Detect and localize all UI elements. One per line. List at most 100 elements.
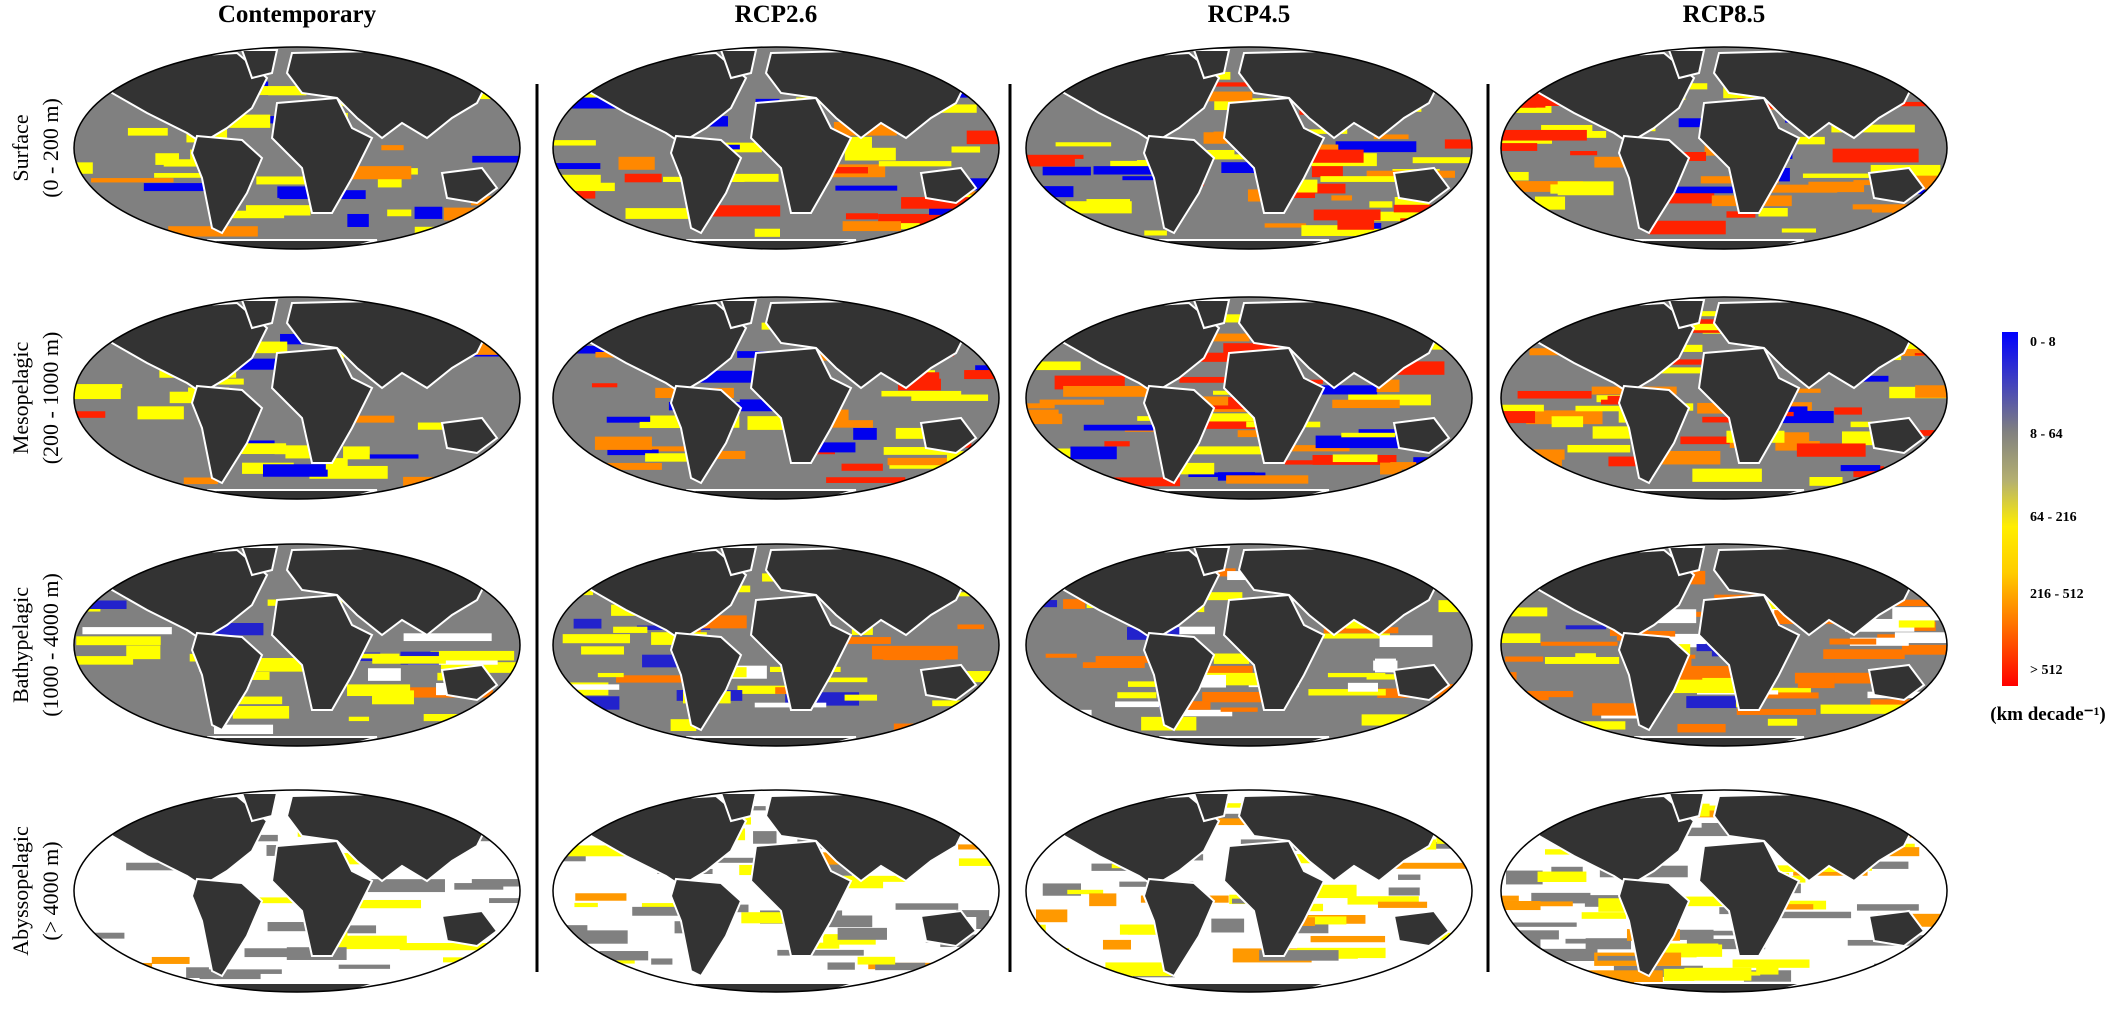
ocean-patch [1829, 638, 1877, 645]
ocean-patch [1393, 204, 1443, 213]
ocean-patch [1308, 689, 1386, 696]
ocean-patch [1501, 895, 1519, 901]
ocean-patch [1415, 716, 1472, 731]
ocean-patch [91, 178, 174, 183]
ocean-patch [244, 948, 314, 958]
ocean-patch [1856, 904, 1919, 911]
ocean-patch [1177, 709, 1233, 717]
ocean-patch [79, 724, 154, 735]
ocean-patch [949, 58, 979, 67]
ocean-patch [1677, 827, 1730, 837]
ocean-patch [351, 653, 400, 659]
ocean-patch [1504, 171, 1529, 181]
ocean-patch [737, 685, 808, 694]
ocean-patch [503, 478, 520, 488]
ocean-patch [1438, 600, 1462, 613]
ocean-patch [1870, 699, 1917, 708]
map [1501, 47, 1947, 249]
ocean-patch [1192, 154, 1259, 160]
ocean-patch [1301, 225, 1381, 236]
ocean-patch [1660, 450, 1721, 465]
ocean-patch [1059, 479, 1130, 487]
row-label: (1000 - 4000 m) [38, 573, 63, 717]
ocean-patch [553, 163, 601, 169]
ocean-patch [1027, 568, 1060, 576]
ocean-patch [202, 969, 282, 974]
ocean-patch [1802, 173, 1890, 178]
ocean-patch [1797, 674, 1835, 689]
ocean-patch [1736, 692, 1819, 699]
ocean-patch [777, 949, 864, 956]
legend-label: 0 - 8 [2030, 335, 2056, 350]
ocean-patch [423, 713, 510, 722]
ocean-patch [1028, 186, 1074, 198]
map-outline [552, 46, 1000, 250]
ocean-patch [878, 213, 962, 225]
ocean-patch [618, 156, 655, 170]
ocean-patch [1726, 211, 1756, 218]
ocean-patch [1179, 376, 1230, 383]
legend-label: 64 - 216 [2030, 510, 2077, 525]
ocean-patch [1567, 444, 1631, 453]
ocean-patch [137, 406, 184, 420]
row-label: Surface [8, 114, 33, 181]
ocean-patch [950, 671, 999, 683]
ocean-patch [1026, 203, 1053, 210]
ocean-patch [827, 962, 855, 970]
ocean-patch [414, 206, 443, 219]
map [1026, 544, 1472, 746]
ocean-patch [553, 182, 615, 192]
ocean-patch [1892, 607, 1947, 621]
ocean-patch [1820, 704, 1908, 714]
ocean-patch [1517, 390, 1592, 399]
ocean-patch [489, 898, 520, 904]
ocean-patch [325, 458, 348, 470]
colorbar [2002, 332, 2018, 686]
ocean-patch [574, 902, 598, 908]
ocean-patch [798, 942, 840, 949]
ocean-patch [1026, 339, 1053, 349]
ocean-patch [1686, 696, 1736, 709]
ocean-patch [1083, 424, 1168, 431]
ocean-patch [1501, 449, 1565, 460]
ocean-patch [1570, 151, 1598, 156]
ocean-patch [1310, 935, 1386, 943]
ocean-patch [163, 159, 209, 167]
ocean-patch [183, 477, 218, 485]
map [1026, 790, 1472, 992]
ocean-patch [1274, 445, 1350, 452]
ocean-patch [1541, 124, 1593, 132]
ocean-patch [1321, 633, 1390, 639]
ocean-patch [225, 210, 285, 219]
ocean-patch [1501, 103, 1552, 113]
ocean-patch [845, 213, 879, 220]
ocean-patch [1905, 83, 1947, 94]
ocean-patch [581, 646, 624, 655]
ocean-patch [842, 221, 901, 232]
ocean-patch [1891, 212, 1947, 222]
ocean-patch [1853, 466, 1884, 478]
ocean-patch [599, 951, 649, 961]
ocean-patch [747, 416, 787, 430]
ocean-patch [1045, 653, 1077, 658]
ocean-patch [1885, 847, 1920, 857]
ocean-patch [1854, 375, 1889, 382]
ocean-patch [625, 208, 707, 219]
ocean-patch [1894, 632, 1947, 644]
ocean-patch [1883, 555, 1908, 568]
column-title: RCP4.5 [1208, 1, 1291, 28]
ocean-patch [556, 82, 583, 89]
ocean-patch [338, 935, 407, 950]
ocean-patch [575, 893, 627, 901]
legend-label: 8 - 64 [2030, 427, 2063, 442]
ocean-patch [1657, 665, 1740, 678]
ocean-patch [1911, 472, 1934, 486]
ocean-patch [1093, 166, 1154, 175]
ocean-patch [354, 899, 422, 909]
ocean-patch [1834, 407, 1862, 415]
ocean-patch [1119, 924, 1160, 935]
ocean-patch [883, 654, 946, 661]
ocean-patch [1063, 385, 1147, 397]
ocean-patch [1904, 948, 1947, 961]
